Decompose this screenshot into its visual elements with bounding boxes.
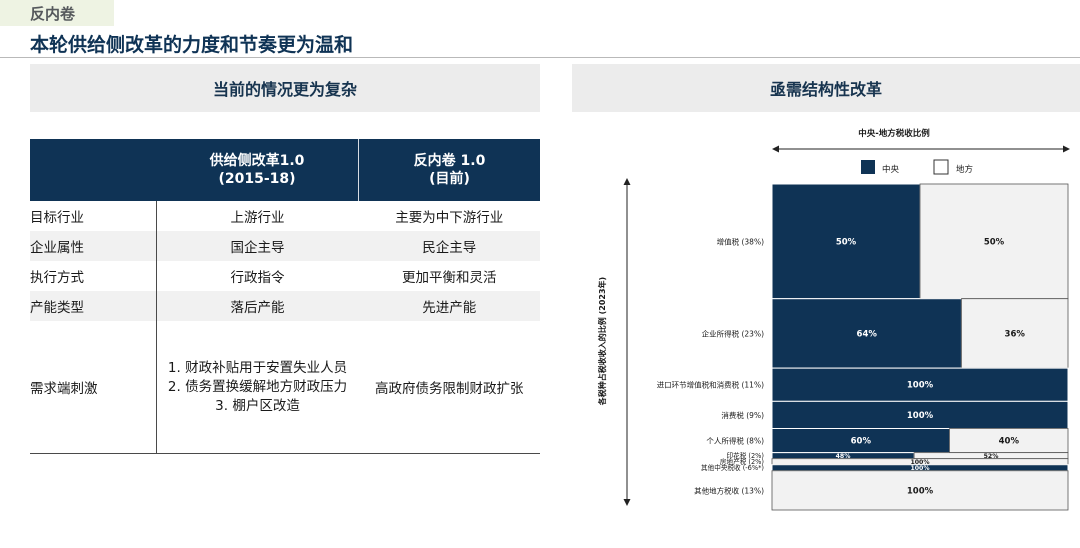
category-label: 消费税 (9%) bbox=[721, 410, 764, 420]
tax-split-chart: 中央-地方税收比例 中央 地方 各税种占税收收入的比例 (2023年) 增值税 … bbox=[597, 128, 1070, 511]
row-value-current: 高政府债务限制财政扩张 bbox=[358, 321, 540, 454]
category-label: 进口环节增值税和消费税 (11%) bbox=[657, 380, 764, 390]
row-value-current: 更加平衡和灵活 bbox=[402, 270, 497, 286]
section-tag: 反内卷 bbox=[0, 0, 114, 26]
header-subtitle: (2015-18) bbox=[218, 171, 296, 187]
right-panel-title: 亟需结构性改革 bbox=[572, 64, 1080, 112]
table-header-row: 供给侧改革1.0 (2015-18) 反内卷 1.0 (目前) bbox=[30, 139, 540, 201]
legend-swatch-central bbox=[861, 160, 875, 174]
data-label-central: 100% bbox=[907, 381, 934, 391]
category-label: 印花税 (2%) bbox=[727, 451, 764, 460]
row-label: 产能类型 bbox=[30, 291, 157, 321]
row-label: 需求端刺激 bbox=[30, 321, 157, 454]
comparison-table: 供给侧改革1.0 (2015-18) 反内卷 1.0 (目前) 目标行业 上游行… bbox=[30, 139, 540, 454]
header-title: 供给侧改革1.0 bbox=[209, 153, 305, 169]
data-label-local: 100% bbox=[910, 459, 929, 466]
data-label-local: 40% bbox=[999, 437, 1020, 447]
header-supply-side-reform: 供给侧改革1.0 (2015-18) bbox=[156, 139, 359, 201]
legend-swatch-local bbox=[933, 159, 949, 175]
category-label: 增值税 (38%) bbox=[717, 236, 764, 246]
category-label: 其他中央税收 (-6%*) bbox=[701, 463, 764, 472]
table-row: 产能类型 落后产能 先进产能 bbox=[30, 291, 540, 321]
row-label: 目标行业 bbox=[30, 201, 157, 231]
category-label: 其他地方税收 (13%) bbox=[694, 485, 764, 495]
data-label-local: 100% bbox=[907, 486, 934, 496]
data-label-local: 50% bbox=[984, 237, 1005, 247]
row-value-reform: 落后产能 bbox=[156, 291, 359, 321]
data-label-central: 60% bbox=[851, 437, 872, 447]
bar-central bbox=[771, 428, 951, 454]
row-value-current: 民企主导 bbox=[358, 231, 540, 261]
chart-title: 中央-地方税收比例 bbox=[858, 128, 930, 139]
header-blank-cell bbox=[30, 139, 156, 201]
row-value-reform-list: 1. 财政补贴用于安置失业人员 2. 债务置换缓解地方财政压力 3. 棚户区改造 bbox=[156, 321, 359, 454]
data-label-central: 50% bbox=[836, 237, 857, 247]
legend-label-local: 地方 bbox=[956, 164, 973, 175]
row-value-current: 主要为中下游行业 bbox=[395, 210, 504, 226]
row-label: 企业属性 bbox=[30, 231, 157, 261]
arrow-down-head bbox=[623, 499, 631, 506]
category-label: 个人所得税 (8%) bbox=[706, 436, 764, 446]
bar-central bbox=[771, 298, 962, 369]
arrow-up-head bbox=[623, 178, 631, 185]
table-row: 目标行业 上游行业 主要为中下游行业 bbox=[30, 201, 540, 231]
bar-central bbox=[771, 367, 1069, 402]
chart-y-axis-label: 各税种占税收收入的比例 (2023年) bbox=[597, 277, 607, 406]
bar-local bbox=[961, 298, 1069, 369]
category-label: 房地产税 (2%) bbox=[720, 457, 764, 466]
data-label-local: 36% bbox=[1005, 329, 1026, 339]
data-label-central: 64% bbox=[857, 329, 878, 339]
left-panel-title: 当前的情况更为复杂 bbox=[30, 64, 540, 112]
row-value-reform: 上游行业 bbox=[230, 210, 285, 226]
table-row: 需求端刺激 1. 财政补贴用于安置失业人员 2. 债务置换缓解地方财政压力 3.… bbox=[30, 321, 540, 454]
bar-local bbox=[771, 470, 1069, 511]
row-value-current: 先进产能 bbox=[358, 291, 540, 321]
bar-central bbox=[771, 400, 1069, 430]
section-tag-label: 反内卷 bbox=[30, 5, 76, 23]
legend-label-central: 中央 bbox=[882, 164, 900, 175]
category-label: 企业所得税 (23%) bbox=[702, 328, 764, 338]
header-anti-involution: 反内卷 1.0 (目前) bbox=[358, 139, 540, 201]
data-label-central: 100% bbox=[910, 465, 929, 472]
row-value-reform: 国企主导 bbox=[156, 231, 359, 261]
data-label-central: 48% bbox=[836, 453, 851, 460]
bar-local bbox=[919, 183, 1069, 300]
title-divider bbox=[0, 57, 1080, 58]
arrow-right-head bbox=[1063, 145, 1070, 153]
header-title: 反内卷 1.0 bbox=[413, 153, 486, 169]
bar-central bbox=[771, 183, 921, 300]
header-subtitle: (目前) bbox=[429, 171, 470, 187]
row-label: 执行方式 bbox=[30, 261, 157, 291]
page-title: 本轮供给侧改革的力度和节奏更为温和 bbox=[30, 34, 354, 56]
table-row: 执行方式 行政指令 更加平衡和灵活 bbox=[30, 261, 540, 291]
list-item: 2. 债务置换缓解地方财政压力 bbox=[167, 378, 348, 395]
data-label-local: 52% bbox=[984, 453, 999, 460]
list-item: 1. 财政补贴用于安置失业人员 bbox=[167, 359, 348, 376]
arrow-left-head bbox=[772, 145, 779, 153]
table-row: 企业属性 国企主导 民企主导 bbox=[30, 231, 540, 261]
list-item: 3. 棚户区改造 bbox=[215, 397, 300, 414]
row-value-reform: 行政指令 bbox=[230, 270, 285, 286]
data-label-central: 100% bbox=[907, 411, 934, 421]
